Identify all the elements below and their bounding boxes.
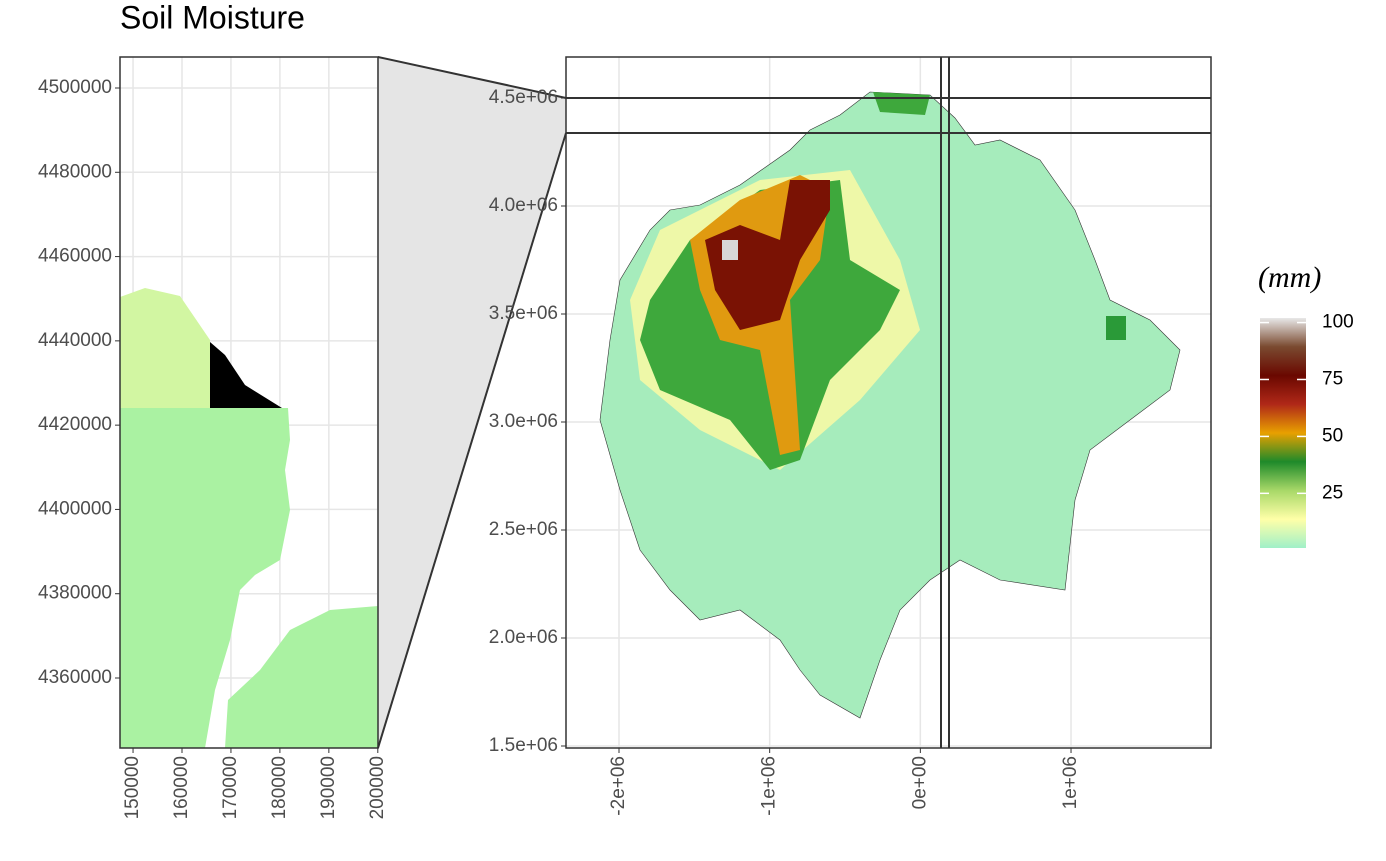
y-tick-label: 4480000 bbox=[38, 161, 112, 182]
y-tick-label: 4460000 bbox=[38, 246, 112, 267]
x-tick-label: 160000 bbox=[171, 756, 192, 819]
inset-panel bbox=[119, 56, 379, 749]
colorbar bbox=[1260, 318, 1306, 548]
y-tick-label: 2.5e+06 bbox=[489, 519, 558, 540]
legend-title: (mm) bbox=[1258, 261, 1321, 294]
main-map bbox=[599, 91, 1181, 719]
x-tick-label: 180000 bbox=[269, 756, 290, 819]
colorbar-label: 25 bbox=[1322, 482, 1343, 503]
y-tick-label: 4380000 bbox=[38, 583, 112, 604]
x-tick-label: 150000 bbox=[122, 756, 143, 819]
title: Soil Moisture bbox=[120, 0, 305, 35]
x-tick-label: 170000 bbox=[220, 756, 241, 819]
y-tick-label: 4.0e+06 bbox=[489, 195, 558, 216]
y-tick-label: 2.0e+06 bbox=[489, 627, 558, 648]
y-tick-label: 4.5e+06 bbox=[489, 87, 558, 108]
y-tick-label: 4400000 bbox=[38, 498, 112, 519]
zoom-connector bbox=[378, 57, 566, 748]
zoom-box bbox=[377, 56, 1211, 749]
y-tick-label: 4420000 bbox=[38, 414, 112, 435]
x-tick-label: 0e+00 bbox=[909, 756, 930, 809]
y-tick-label: 1.5e+06 bbox=[489, 735, 558, 756]
colorbar-label: 50 bbox=[1322, 425, 1343, 446]
x-tick-label: -1e+06 bbox=[759, 756, 780, 816]
colorbar-label: 100 bbox=[1322, 312, 1354, 333]
y-tick-label: 4440000 bbox=[38, 330, 112, 351]
x-tick-label: 200000 bbox=[367, 756, 388, 819]
y-tick-label: 3.5e+06 bbox=[489, 303, 558, 324]
y-tick-label: 3.0e+06 bbox=[489, 411, 558, 432]
y-tick-label: 4500000 bbox=[38, 77, 112, 98]
x-tick-label: 190000 bbox=[318, 756, 339, 819]
x-tick-label: 1e+06 bbox=[1060, 756, 1081, 809]
y-tick-label: 4360000 bbox=[38, 667, 112, 688]
x-tick-label: -2e+06 bbox=[608, 756, 629, 816]
colorbar-label: 75 bbox=[1322, 369, 1343, 390]
inset-map bbox=[120, 288, 378, 748]
main-panel bbox=[565, 56, 1212, 749]
